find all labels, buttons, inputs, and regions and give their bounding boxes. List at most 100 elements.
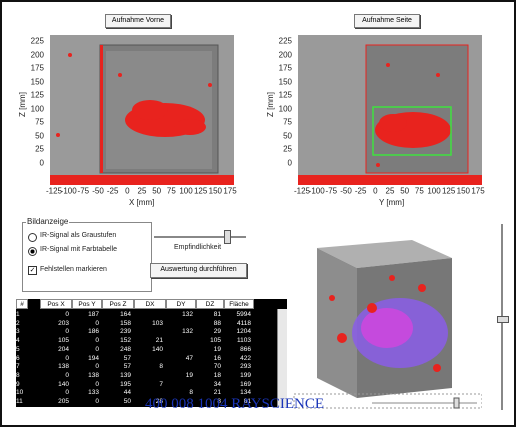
table-cell: 164 (120, 311, 131, 318)
checkbox-defects[interactable]: ✓ (28, 266, 37, 275)
table-cell: 0 (65, 354, 69, 362)
x-tick-label: 50 (400, 186, 410, 196)
table-cell: 0 (95, 345, 99, 353)
table-cell: 21 (155, 337, 163, 345)
table-cell: 0 (65, 371, 69, 379)
radio-gray-label: IR-Signal als Graustufen (40, 232, 117, 239)
y-tick-label: 200 (278, 50, 292, 59)
y-tick-label: 175 (278, 63, 292, 73)
table-header-cell: Pos X (40, 299, 72, 309)
table-scrollbar[interactable] (277, 309, 287, 407)
y-tick-label: 50 (283, 131, 292, 140)
x-tick-label: 50 (152, 186, 162, 196)
table-cell: 7 (159, 380, 163, 388)
y-tick-label: 100 (30, 104, 44, 113)
table-cell: 3 (16, 328, 20, 336)
table-cell: 195 (120, 380, 131, 388)
table-cell: 44 (123, 389, 131, 397)
table-cell: 29 (213, 328, 221, 336)
display-group-title: Bildanzeige (26, 217, 70, 226)
table-cell: 34 (213, 380, 221, 388)
table-cell: 204 (58, 345, 69, 353)
table-cell: 105 (210, 337, 221, 345)
table-header-cell: # (16, 299, 28, 309)
table-cell: 0 (95, 398, 99, 405)
table-cell: 9 (16, 380, 20, 388)
table-cell: 205 (58, 398, 69, 405)
x-tick-label: 150 (208, 186, 223, 196)
table-cell: 7 (16, 363, 20, 371)
y-tick-label: 150 (30, 77, 44, 86)
table-cell: 10 (16, 389, 24, 397)
table-cell: 81 (243, 398, 251, 405)
table-cell: 140 (152, 345, 163, 353)
table-cell: 16 (213, 354, 221, 362)
x-tick-label: 100 (427, 186, 441, 196)
front-view-button[interactable]: Aufnahme Vorne (105, 14, 171, 28)
table-cell: 0 (95, 319, 99, 327)
y-tick-label: 0 (39, 158, 44, 167)
table-header-cell: Fläche (224, 299, 254, 309)
table-cell: 47 (185, 354, 193, 362)
side-view-button[interactable]: Aufnahme Seite (354, 14, 420, 28)
radio-color[interactable] (28, 247, 37, 256)
table-cell: 140 (58, 380, 69, 388)
x-tick-label: -100 (60, 186, 77, 196)
table-cell: 187 (88, 311, 99, 318)
table-cell: 2 (16, 319, 20, 327)
table-cell: 203 (58, 319, 69, 327)
y-tick-label: 0 (287, 158, 292, 167)
table-cell: 8 (159, 363, 163, 371)
y-tick-label: 175 (30, 63, 44, 73)
table-cell: 866 (240, 345, 251, 353)
table-cell: 8 (16, 371, 20, 379)
table-cell: 186 (88, 328, 99, 336)
table-cell: 194 (88, 354, 99, 362)
watermark: 400 008 1004 RAYSCIENCE (145, 396, 325, 412)
x-tick-label: 175 (223, 186, 237, 196)
x-tick-label: 0 (125, 186, 130, 196)
front-x-label: X [mm] (129, 198, 155, 207)
table-header-cell: DY (166, 299, 196, 309)
table-cell: 132 (182, 328, 193, 336)
x-tick-label: -50 (92, 186, 104, 196)
y-tick-label: 25 (35, 144, 44, 154)
front-view-image (50, 35, 234, 185)
y-tick-label: 125 (278, 90, 292, 100)
table-header-cell: Pos Z (102, 299, 134, 309)
evaluate-button[interactable]: Auswertung durchführen (150, 263, 247, 278)
table-cell: 105 (58, 337, 69, 345)
x-tick-label: -25 (354, 186, 367, 196)
table-cell: 139 (120, 371, 131, 379)
table-cell: 11 (16, 398, 23, 405)
x-tick-label: 125 (193, 186, 208, 196)
vertical-slider-thumb[interactable] (497, 316, 509, 323)
table-cell: 132 (182, 311, 193, 318)
radio-gray[interactable] (28, 233, 37, 242)
display-group (22, 222, 152, 292)
table-cell: 0 (65, 311, 69, 318)
table-cell: 88 (213, 319, 221, 327)
sensitivity-slider[interactable] (154, 236, 246, 239)
x-tick-label: 75 (414, 186, 424, 196)
y-tick-label: 200 (30, 50, 44, 59)
table-cell: 134 (240, 389, 251, 397)
table-header-cell: DZ (196, 299, 224, 309)
table-cell: 0 (65, 389, 69, 397)
table-cell: 0 (95, 363, 99, 371)
table-cell: 19 (185, 371, 193, 379)
table-cell: 138 (58, 363, 69, 371)
table-cell: 422 (240, 354, 251, 362)
sensitivity-thumb[interactable] (224, 230, 231, 244)
table-cell: 5 (16, 345, 20, 353)
y-tick-label: 225 (30, 36, 44, 46)
table-cell: 1103 (237, 337, 251, 345)
table-cell: 50 (123, 398, 131, 405)
table-cell: 81 (213, 311, 221, 318)
table-cell: 8 (189, 389, 193, 397)
table-cell: 1204 (236, 328, 251, 336)
table-cell: 18 (213, 371, 221, 379)
table-cell: 28 (155, 398, 163, 405)
table-cell: 21 (213, 389, 221, 397)
